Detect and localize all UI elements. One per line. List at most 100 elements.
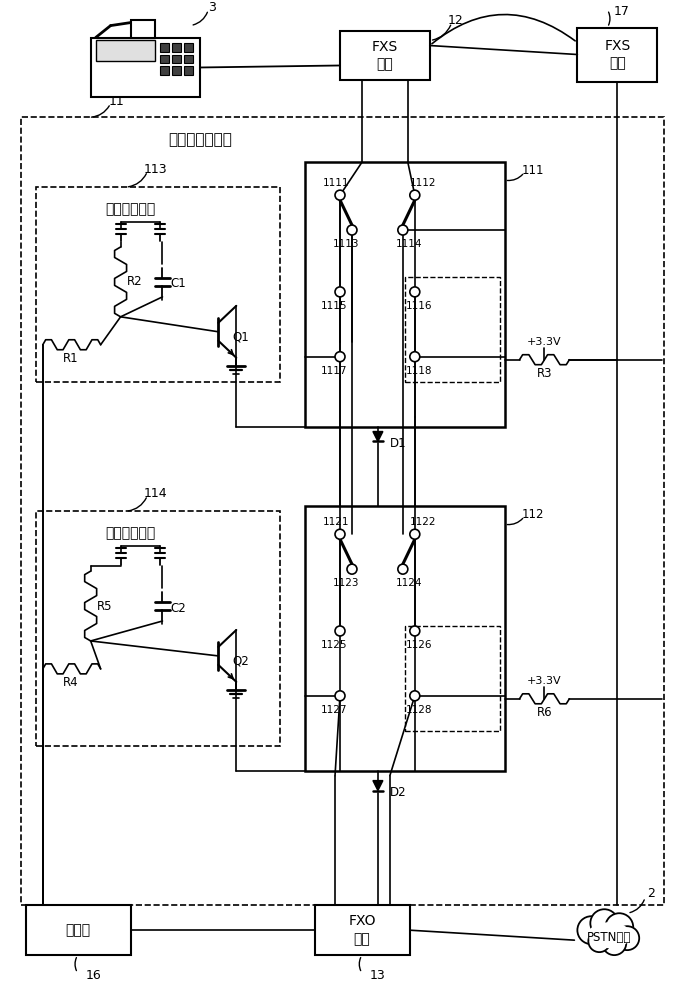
Bar: [172, 43, 181, 52]
Circle shape: [347, 564, 357, 574]
Bar: [161, 55, 170, 63]
Text: 1128: 1128: [406, 705, 432, 715]
Text: R1: R1: [63, 352, 79, 365]
Text: 控制器: 控制器: [65, 923, 90, 937]
Text: 1112: 1112: [410, 178, 436, 188]
Text: +3.3V: +3.3V: [527, 337, 562, 347]
Circle shape: [410, 529, 420, 539]
Circle shape: [347, 225, 357, 235]
Text: 1126: 1126: [406, 640, 432, 650]
Bar: [315, 905, 410, 955]
Text: R5: R5: [97, 600, 112, 613]
Text: 111: 111: [521, 164, 544, 177]
Circle shape: [398, 564, 408, 574]
Text: 3: 3: [209, 1, 216, 14]
Text: FXS: FXS: [372, 40, 398, 54]
Circle shape: [335, 190, 345, 200]
Text: 1127: 1127: [321, 705, 347, 715]
Circle shape: [335, 626, 345, 636]
Text: 13: 13: [370, 969, 386, 982]
Text: 1115: 1115: [321, 301, 347, 311]
Circle shape: [603, 931, 627, 955]
Text: 接口: 接口: [376, 57, 393, 71]
Text: 接口: 接口: [354, 932, 370, 946]
Bar: [36, 187, 280, 382]
Bar: [161, 43, 170, 52]
Bar: [185, 55, 194, 63]
Text: 第二控制电路: 第二控制电路: [105, 526, 156, 540]
Bar: [91, 38, 200, 97]
Text: D2: D2: [390, 786, 406, 799]
Bar: [161, 66, 170, 75]
Text: 16: 16: [86, 969, 101, 982]
Text: 12: 12: [448, 14, 464, 27]
Text: 114: 114: [144, 487, 168, 500]
Bar: [185, 66, 194, 75]
Text: 1114: 1114: [395, 239, 422, 249]
Circle shape: [588, 930, 610, 952]
Bar: [96, 40, 155, 61]
Text: 第一控制电路: 第一控制电路: [105, 202, 156, 216]
Bar: [36, 511, 280, 746]
Text: FXO: FXO: [348, 914, 376, 928]
Text: 17: 17: [614, 5, 629, 18]
Circle shape: [410, 626, 420, 636]
Circle shape: [410, 352, 420, 362]
Text: R2: R2: [127, 275, 142, 288]
Text: 继电器切换电路: 继电器切换电路: [168, 132, 233, 147]
Circle shape: [410, 691, 420, 701]
Text: 电路: 电路: [609, 56, 626, 70]
Polygon shape: [373, 432, 383, 441]
Bar: [172, 66, 181, 75]
Circle shape: [335, 691, 345, 701]
Circle shape: [605, 913, 633, 941]
Text: 1118: 1118: [406, 366, 432, 376]
Bar: [340, 31, 430, 80]
Bar: [305, 162, 505, 427]
Text: 1125: 1125: [321, 640, 347, 650]
Circle shape: [335, 352, 345, 362]
Bar: [21, 117, 664, 905]
Text: 1121: 1121: [323, 517, 350, 527]
Bar: [26, 905, 131, 955]
Circle shape: [590, 909, 618, 937]
Circle shape: [577, 916, 605, 944]
Text: Q1: Q1: [232, 330, 249, 343]
Text: R6: R6: [537, 706, 552, 719]
Text: 1113: 1113: [332, 239, 359, 249]
Text: +3.3V: +3.3V: [527, 676, 562, 686]
Circle shape: [335, 529, 345, 539]
Text: Q2: Q2: [232, 654, 249, 667]
Text: 1117: 1117: [321, 366, 347, 376]
Text: 1123: 1123: [332, 578, 359, 588]
Bar: [577, 28, 657, 82]
Ellipse shape: [588, 922, 631, 948]
Text: 1124: 1124: [395, 578, 422, 588]
Text: 1122: 1122: [410, 517, 436, 527]
Text: C2: C2: [170, 602, 186, 615]
Text: 11: 11: [109, 95, 124, 108]
Bar: [405, 277, 499, 382]
Text: 2: 2: [647, 887, 655, 900]
Text: 1116: 1116: [406, 301, 432, 311]
Text: 113: 113: [144, 163, 168, 176]
Text: PSTN网络: PSTN网络: [587, 931, 631, 944]
Bar: [405, 626, 499, 731]
Polygon shape: [373, 781, 383, 791]
Bar: [185, 43, 194, 52]
Text: R4: R4: [63, 676, 79, 689]
Text: R3: R3: [537, 367, 552, 380]
Bar: [305, 506, 505, 771]
Circle shape: [398, 225, 408, 235]
Bar: [172, 55, 181, 63]
Text: 112: 112: [521, 508, 544, 521]
Text: C1: C1: [170, 277, 186, 290]
Text: 1111: 1111: [323, 178, 350, 188]
Circle shape: [410, 190, 420, 200]
Circle shape: [335, 287, 345, 297]
Text: FXS: FXS: [604, 39, 631, 53]
Text: D1: D1: [390, 437, 406, 450]
Bar: [131, 20, 155, 38]
Circle shape: [616, 926, 640, 950]
Circle shape: [410, 287, 420, 297]
